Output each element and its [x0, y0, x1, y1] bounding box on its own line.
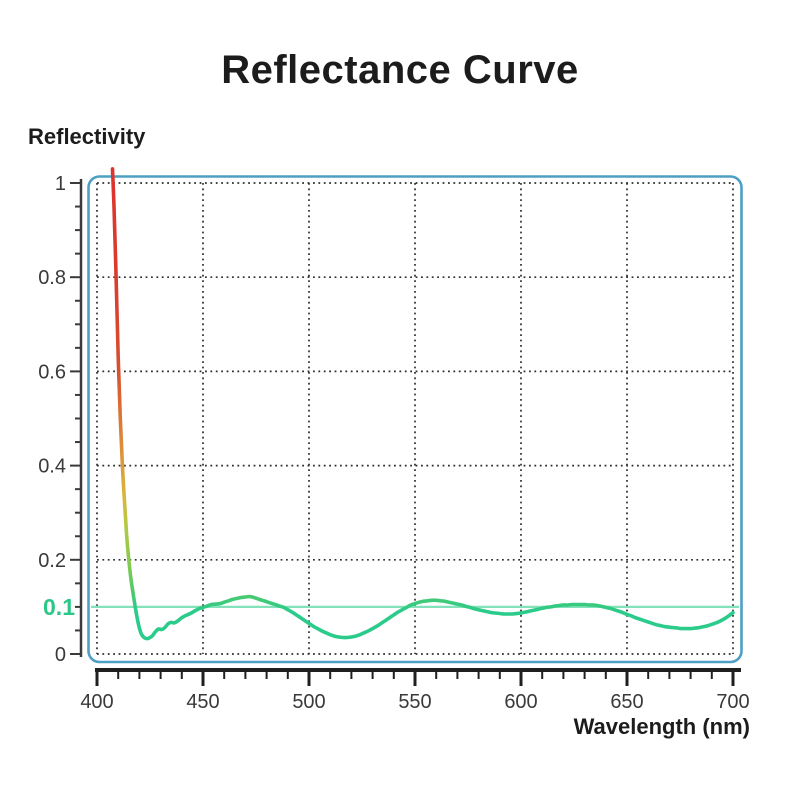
x-tick-label: 550 [398, 691, 431, 713]
chart-title: Reflectance Curve [221, 48, 579, 92]
reference-line-label: 0.1 [43, 594, 75, 620]
y-tick-label: 0.4 [38, 456, 66, 478]
x-tick-label: 600 [504, 691, 537, 713]
plot-frame [87, 175, 743, 664]
y-axis-title: Reflectivity [28, 124, 146, 149]
y-tick-label: 0 [55, 644, 66, 666]
y-tick-label: 0.6 [38, 361, 66, 383]
x-tick-label: 700 [716, 691, 749, 713]
x-tick-label: 500 [292, 691, 325, 713]
x-axis-title: Wavelength (nm) [573, 714, 750, 739]
x-tick-label: 650 [610, 691, 643, 713]
x-tick-label: 400 [80, 691, 113, 713]
y-tick-label: 0.2 [38, 550, 66, 572]
x-tick-label: 450 [186, 691, 219, 713]
reflectance-curve [110, 167, 735, 641]
y-tick-label: 1 [55, 173, 66, 195]
y-tick-label: 0.8 [38, 267, 66, 289]
